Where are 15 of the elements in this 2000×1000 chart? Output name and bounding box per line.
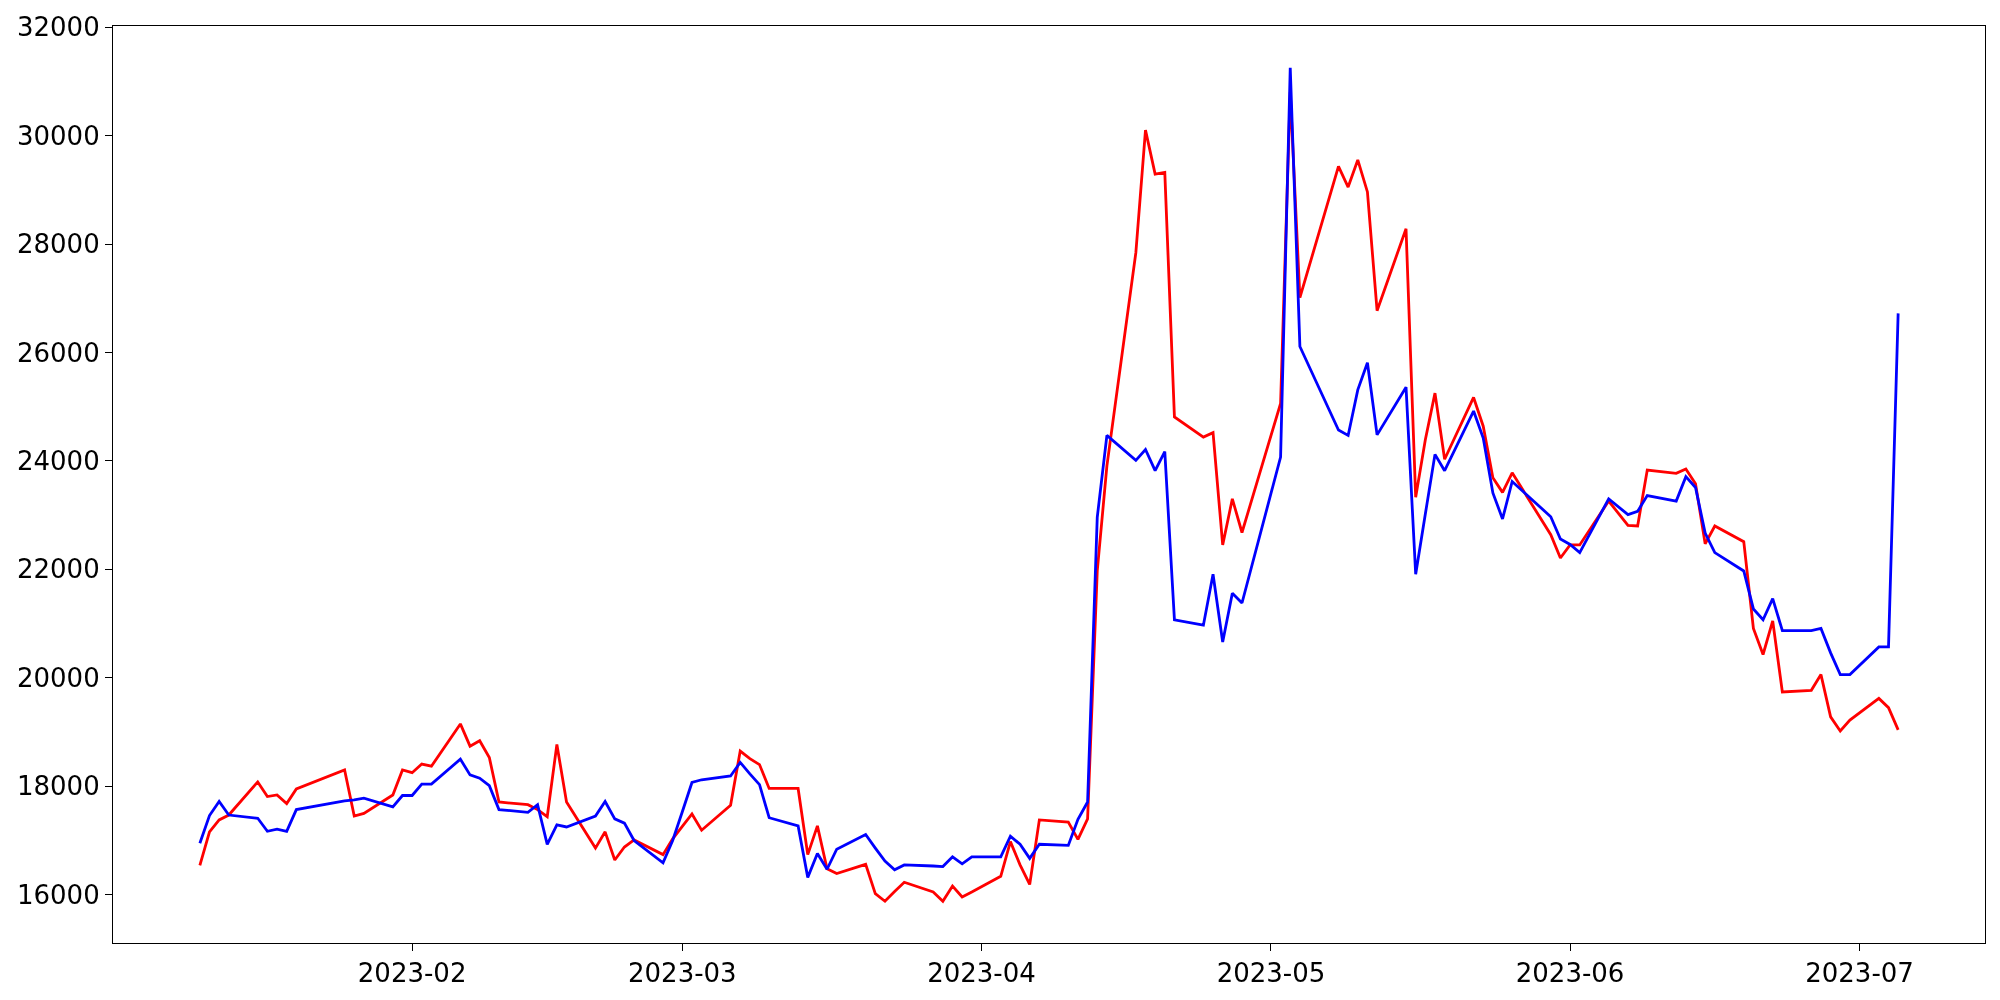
y-tick-label: 28000 <box>16 229 100 260</box>
y-tick-label: 32000 <box>16 12 100 43</box>
x-tick-label: 2023-05 <box>1216 958 1326 989</box>
y-tick-label: 18000 <box>16 771 100 802</box>
y-tick-label: 30000 <box>16 120 100 151</box>
y-tick-label: 16000 <box>16 879 100 910</box>
y-tick-label: 22000 <box>16 554 100 585</box>
x-tick-label: 2023-02 <box>357 958 467 989</box>
x-tick-label: 2023-06 <box>1515 958 1625 989</box>
x-tick-label: 2023-03 <box>628 958 737 989</box>
y-tick-label: 26000 <box>16 337 100 368</box>
y-tick-label: 20000 <box>16 662 100 693</box>
x-tick-label: 2023-04 <box>927 958 1036 989</box>
x-tick-label: 2023-07 <box>1805 958 1914 989</box>
y-tick-label: 24000 <box>16 446 100 477</box>
